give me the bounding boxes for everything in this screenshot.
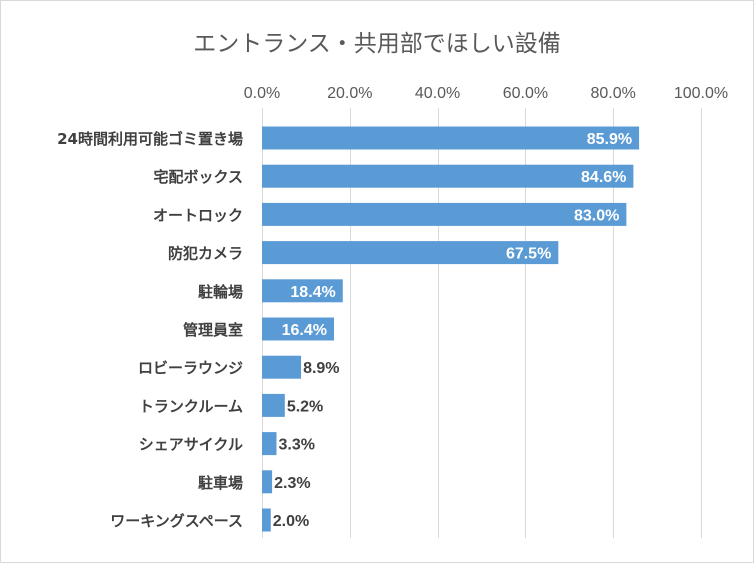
data-label: 84.6%: [581, 169, 626, 186]
bar: [262, 393, 285, 417]
x-tick-label: 100.0%: [674, 85, 728, 102]
category-label: オートロック: [153, 206, 243, 224]
x-tick-label: 60.0%: [503, 85, 548, 102]
data-label: 2.0%: [273, 513, 309, 530]
category-label: 防犯カメラ: [168, 245, 243, 263]
bar: [262, 164, 634, 188]
data-label: 18.4%: [290, 284, 335, 301]
chart-title: エントランス・共用部でほしい設備: [193, 31, 561, 57]
data-label: 83.0%: [574, 207, 619, 224]
category-label: ロビーラウンジ: [138, 359, 243, 377]
x-axis-ticks: 0.0% 20.0% 40.0% 60.0% 80.0% 100.0%: [244, 85, 728, 102]
x-tick-label: 80.0%: [591, 85, 636, 102]
bar: [262, 241, 559, 265]
data-label: 16.4%: [282, 322, 327, 339]
x-tick-label: 20.0%: [327, 85, 372, 102]
category-label: 管理員室: [183, 321, 243, 339]
data-label: 2.3%: [274, 475, 310, 492]
bar: [262, 202, 627, 226]
data-label: 3.3%: [278, 437, 314, 454]
data-label: 85.9%: [587, 131, 632, 148]
bars: [262, 126, 640, 532]
category-label: 宅配ボックス: [153, 168, 243, 186]
x-tick-label: 40.0%: [415, 85, 460, 102]
data-labels: 85.9% 84.6% 83.0% 67.5% 18.4% 16.4% 8.9% 5.2% 3.…: [273, 131, 632, 530]
category-label: 24時間利用可能ゴミ置き場: [57, 130, 243, 148]
data-label: 8.9%: [303, 360, 339, 377]
category-label: シェアサイクル: [139, 436, 243, 454]
bar: [262, 126, 640, 150]
bar: [262, 279, 343, 303]
data-label: 67.5%: [506, 246, 551, 263]
category-label: 駐輪場: [198, 283, 243, 301]
data-label: 5.2%: [287, 398, 323, 415]
bar: [262, 432, 277, 456]
category-label: ワーキングスペース: [110, 512, 243, 530]
category-labels: 24時間利用可能ゴミ置き場宅配ボックスオートロック防犯カメラ駐輪場管理員室ロビー…: [57, 130, 243, 530]
category-label: トランクルーム: [139, 397, 243, 415]
bar: [262, 355, 302, 379]
bar: [262, 470, 273, 494]
x-tick-label: 0.0%: [244, 85, 280, 102]
bar: [262, 508, 271, 532]
bar: [262, 317, 334, 341]
category-label: 駐車場: [198, 474, 243, 492]
